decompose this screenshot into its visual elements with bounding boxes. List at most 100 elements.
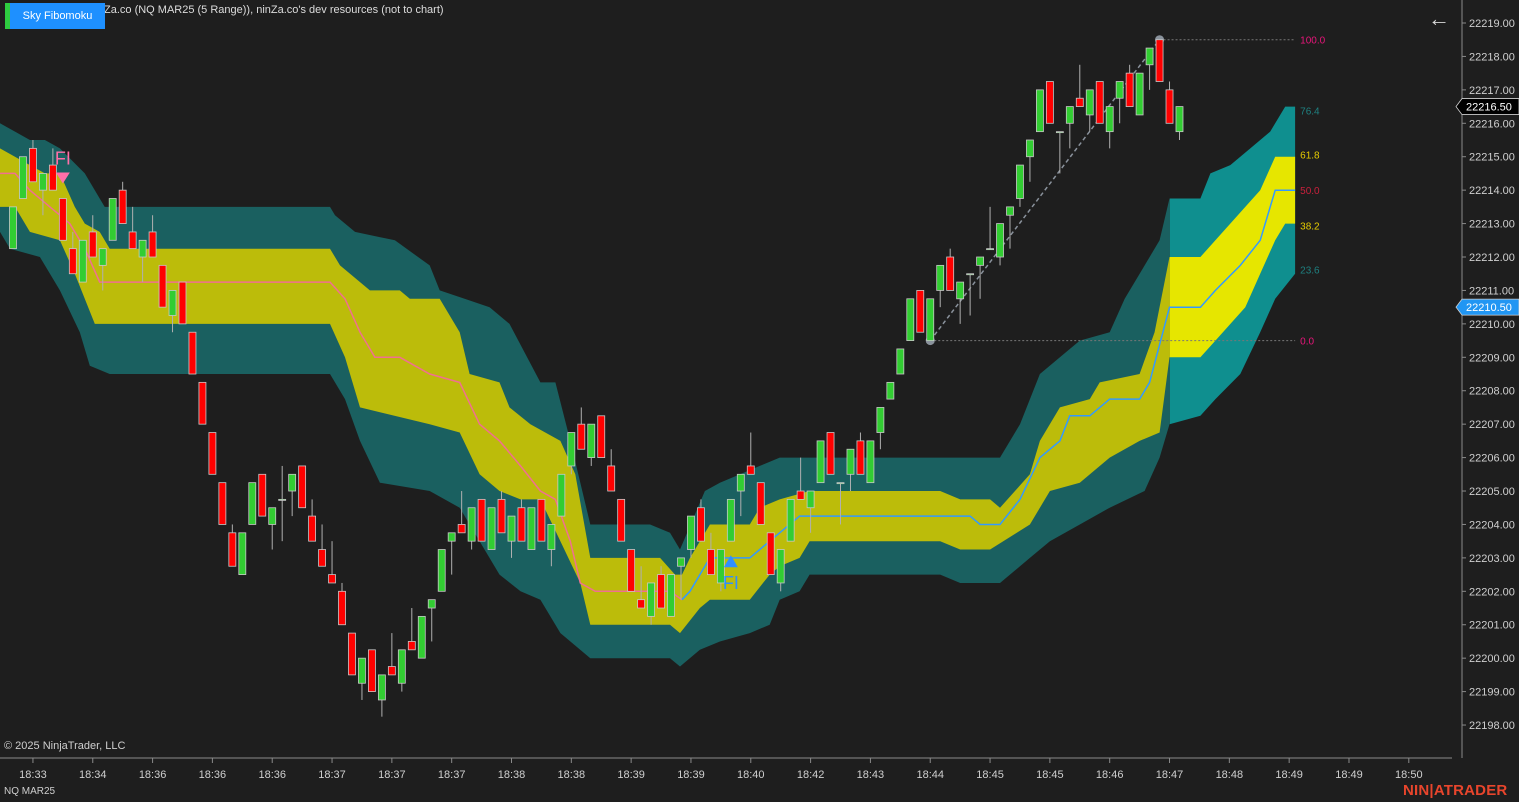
candle: [816, 440, 825, 484]
candle: [9, 206, 17, 250]
candle-body-down: [68, 248, 77, 275]
candle: [756, 482, 765, 525]
candle: [118, 181, 127, 224]
time-tick-label: 18:49: [1275, 769, 1303, 781]
time-tick-label: 18:48: [1216, 769, 1244, 781]
candle-body-up: [557, 473, 566, 517]
candle: [657, 566, 665, 609]
time-tick-label: 18:40: [737, 769, 765, 781]
candle-body-up: [1115, 81, 1124, 99]
fib-trend-line[interactable]: [929, 39, 1161, 342]
candle-body-up: [687, 515, 695, 550]
candle: [1115, 81, 1124, 124]
candle: [617, 498, 626, 542]
candle-body-up: [168, 290, 177, 316]
candle-body-up: [527, 507, 536, 550]
candle: [1145, 47, 1154, 90]
candle: [387, 633, 396, 676]
time-tick-label: 18:45: [976, 769, 1004, 781]
candle-body-up: [716, 549, 725, 584]
candle-body-down: [188, 331, 197, 375]
candle-body-up: [108, 198, 117, 241]
candle: [866, 440, 875, 484]
time-tick-label: 18:36: [258, 769, 286, 781]
candle-body-up: [1135, 72, 1144, 116]
candle-body-up: [358, 657, 366, 684]
candle-body-down: [387, 666, 396, 676]
candle: [597, 415, 606, 458]
candle-body-down: [407, 641, 416, 651]
candle: [98, 248, 107, 291]
candle: [707, 532, 715, 575]
candle: [736, 473, 745, 517]
candle-body-down: [856, 440, 865, 475]
candle: [1165, 81, 1174, 124]
price-axis[interactable]: 22219.00 22218.00 22217.00 22216.00 22215.00…: [1455, 0, 1519, 758]
candle: [68, 231, 77, 275]
candle-body-up: [9, 206, 17, 250]
candle-body-up: [896, 348, 905, 375]
candle: [996, 223, 1004, 266]
arrow-left-icon[interactable]: ←: [1428, 6, 1450, 31]
price-tick-label: 22216.00: [1469, 118, 1515, 130]
candle-body-up: [427, 599, 436, 609]
candle-body-up: [278, 498, 287, 501]
fibonacci-retracement[interactable]: 100.0 76.4 61.8 50.0 38.2 23.6 0.0: [925, 35, 1326, 348]
price-tick-label: 22206.00: [1469, 453, 1515, 465]
candle: [19, 156, 27, 199]
fib-level-label: 23.6: [1300, 266, 1320, 277]
candle: [687, 515, 695, 558]
candle-body-down: [198, 381, 207, 425]
candle-body-down: [607, 465, 616, 492]
candle: [258, 473, 267, 517]
candle-body-down: [707, 549, 715, 575]
candle: [29, 140, 37, 183]
price-marker-label: 22216.50: [1466, 102, 1512, 114]
price-tick-label: 22202.00: [1469, 586, 1515, 598]
time-axis[interactable]: 18:33 18:34 18:36 18:36 18:36 18:37 18:37 18:37…: [0, 757, 1452, 781]
candle-body-up: [1145, 47, 1154, 66]
candle: [228, 524, 237, 567]
signals: FI FI: [55, 148, 739, 593]
candle: [1135, 72, 1144, 116]
candle-body-down: [328, 574, 336, 584]
candle: [78, 239, 87, 283]
candle-body-down: [766, 532, 775, 575]
candle-body-up: [836, 482, 845, 485]
candle-body-down: [178, 281, 187, 325]
candle-body-up: [956, 281, 965, 300]
candle-body-down: [796, 490, 805, 500]
candle-body-up: [1085, 89, 1094, 116]
candle: [726, 498, 735, 542]
candle-body-up: [906, 298, 915, 341]
price-tick-label: 22212.00: [1469, 252, 1515, 264]
time-tick-label: 18:36: [199, 769, 227, 781]
candle-body-up: [1055, 131, 1064, 134]
fib-level-label: 50.0: [1300, 186, 1320, 197]
time-tick-label: 18:33: [19, 769, 47, 781]
candle-body-down: [29, 147, 37, 183]
candle-body-up: [816, 440, 825, 484]
candle: [527, 507, 536, 550]
candle-body-up: [98, 248, 107, 266]
time-tick-label: 18:39: [617, 769, 645, 781]
candle: [1055, 131, 1064, 174]
indicator-button[interactable]: Sky Fibomoku: [10, 3, 105, 29]
candle: [437, 549, 446, 592]
candle-body-down: [58, 198, 67, 241]
time-tick-label: 18:42: [797, 769, 825, 781]
candle: [248, 482, 257, 525]
candle: [607, 449, 616, 492]
candle: [946, 248, 955, 291]
candle-body-up: [39, 173, 47, 191]
candle-body-down: [497, 498, 506, 534]
candle: [846, 448, 855, 492]
time-tick-label: 18:39: [677, 769, 705, 781]
candle: [1075, 64, 1084, 107]
inner-band: [0, 148, 1170, 634]
candle-body-down: [1075, 97, 1084, 107]
candle-body-up: [1175, 106, 1184, 133]
candle: [1065, 106, 1074, 149]
candle: [467, 507, 476, 550]
